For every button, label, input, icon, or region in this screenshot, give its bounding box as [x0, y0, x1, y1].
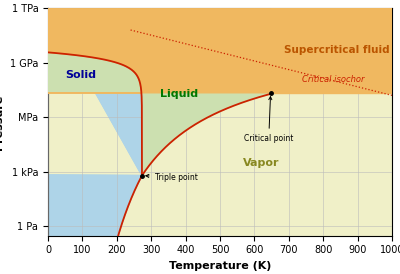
Text: Solid: Solid — [65, 70, 96, 80]
Polygon shape — [0, 8, 271, 176]
Text: Critical isochor: Critical isochor — [302, 75, 365, 84]
Y-axis label: Pressure: Pressure — [0, 94, 4, 150]
X-axis label: Temperature (K): Temperature (K) — [169, 261, 271, 271]
Polygon shape — [0, 8, 142, 274]
Polygon shape — [0, 8, 142, 274]
Text: Liquid: Liquid — [160, 89, 198, 99]
Polygon shape — [271, 8, 392, 93]
Text: Triple point: Triple point — [146, 173, 198, 182]
Polygon shape — [0, 8, 392, 93]
Text: Vapor: Vapor — [243, 158, 280, 168]
Text: Critical point: Critical point — [244, 97, 294, 143]
Text: Supercritical fluid: Supercritical fluid — [284, 45, 390, 55]
